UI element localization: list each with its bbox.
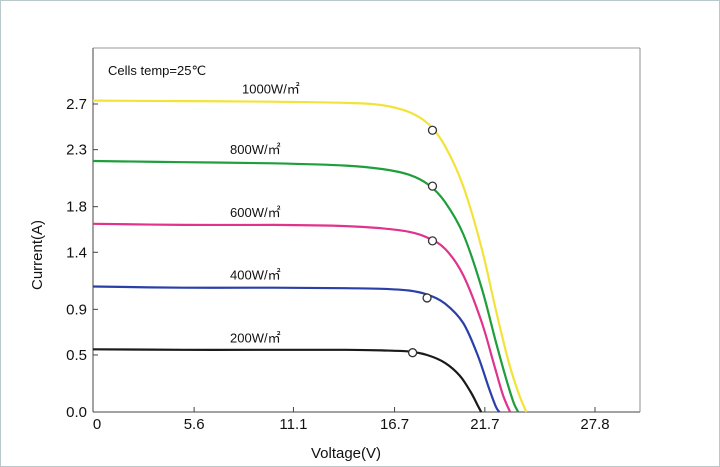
series-label: 400W/㎡ bbox=[230, 268, 281, 283]
y-tick-label: 1.8 bbox=[66, 199, 87, 216]
max-power-point-marker bbox=[422, 293, 432, 303]
y-axis-title: Current(A) bbox=[29, 220, 46, 290]
x-tick-label: 27.8 bbox=[580, 416, 609, 433]
x-tick-label: 21.7 bbox=[470, 416, 499, 433]
x-axis-title: Voltage(V) bbox=[311, 445, 381, 462]
series-label: 800W/㎡ bbox=[230, 142, 281, 157]
x-tick-label: 0 bbox=[93, 416, 101, 433]
series-label: 1000W/㎡ bbox=[242, 82, 300, 97]
series-group: 1000W/㎡ 800W/㎡ 600W/㎡ 400W/㎡ 200W/㎡ bbox=[92, 82, 528, 413]
series-line-2 bbox=[92, 222, 512, 413]
series-line-3 bbox=[92, 285, 501, 413]
series-line-0 bbox=[92, 99, 528, 413]
series-line-4 bbox=[92, 348, 483, 413]
x-tick-label: 11.1 bbox=[279, 416, 307, 433]
plot-axes bbox=[92, 47, 641, 413]
max-power-point-marker bbox=[427, 125, 438, 135]
max-power-point-marker bbox=[427, 236, 438, 246]
y-tick-label: 1.4 bbox=[66, 244, 87, 261]
x-tick-group: 0 5.6 11.1 16.7 21.7 27.8 bbox=[92, 407, 610, 433]
y-tick-label: 0.5 bbox=[66, 347, 87, 364]
cells-temp-note: Cells temp=25℃ bbox=[108, 63, 206, 78]
series-label: 200W/㎡ bbox=[230, 330, 281, 345]
x-tick-label: 16.7 bbox=[380, 416, 409, 433]
y-tick-label: 0.9 bbox=[66, 301, 87, 318]
y-tick-label: 2.7 bbox=[66, 96, 87, 113]
y-tick-label: 0.0 bbox=[66, 404, 87, 421]
series-label: 600W/㎡ bbox=[230, 205, 281, 220]
x-tick-label: 5.6 bbox=[184, 416, 205, 433]
max-power-point-marker bbox=[427, 181, 438, 191]
y-tick-label: 2.3 bbox=[66, 142, 87, 159]
max-power-point-marker bbox=[407, 348, 418, 358]
y-tick-group: 0.0 0.5 0.9 1.4 1.8 2.3 2.7 bbox=[66, 96, 98, 421]
